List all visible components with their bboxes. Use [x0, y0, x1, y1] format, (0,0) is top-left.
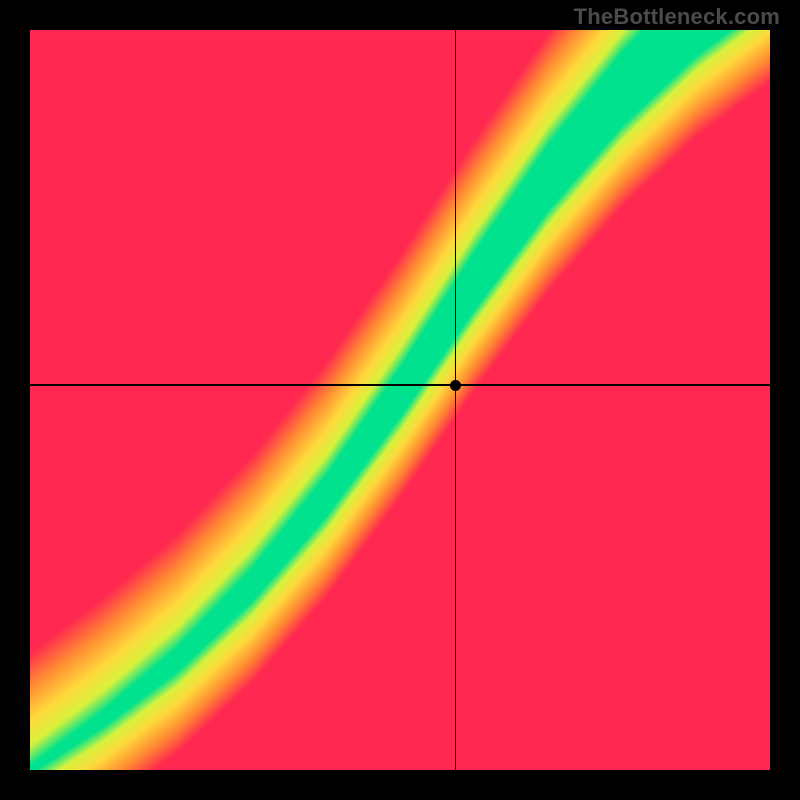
watermark-text: TheBottleneck.com: [574, 4, 780, 30]
crosshair-horizontal: [30, 384, 770, 386]
chart-container: { "watermark": { "text": "TheBottleneck.…: [0, 0, 800, 800]
crosshair-vertical: [455, 30, 457, 770]
heatmap-canvas: [30, 30, 770, 770]
data-point-marker: [450, 380, 461, 391]
